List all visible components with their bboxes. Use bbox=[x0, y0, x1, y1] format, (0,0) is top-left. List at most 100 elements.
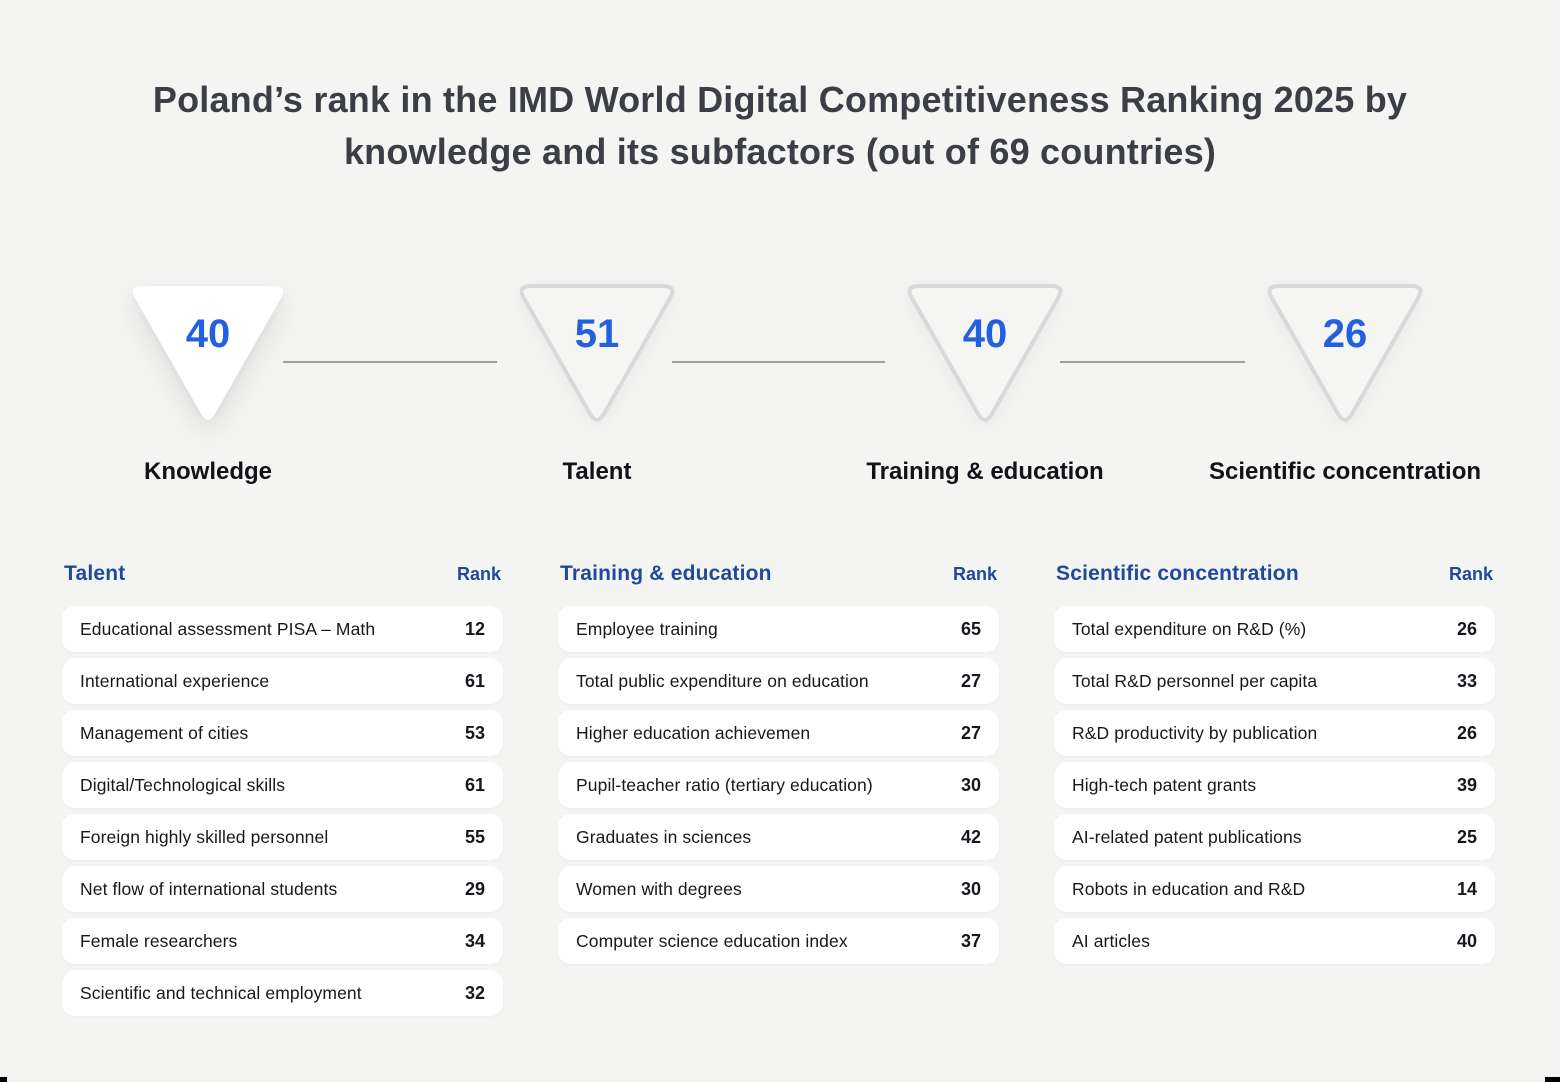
rank-column-header: Rank bbox=[952, 564, 997, 584]
table-row: Female researchers 34 bbox=[62, 918, 503, 964]
table-row: Graduates in sciences 42 bbox=[558, 814, 999, 860]
table-title: Scientific concentration bbox=[1056, 562, 1299, 585]
funnel-talent: 51 Talent bbox=[507, 268, 687, 498]
row-label: Female researchers bbox=[80, 930, 238, 951]
table-row: R&D productivity by publication 26 bbox=[1054, 710, 1495, 756]
row-rank-value: 27 bbox=[960, 670, 981, 691]
connector-line bbox=[672, 361, 885, 363]
row-label: High-tech patent grants bbox=[1072, 774, 1257, 795]
bottom-left-artifact bbox=[0, 1077, 7, 1082]
table-row: AI-related patent publications 25 bbox=[1054, 814, 1495, 860]
row-label: Digital/Technological skills bbox=[80, 774, 286, 795]
row-label: AI articles bbox=[1072, 930, 1150, 951]
funnel-triangle-icon bbox=[132, 286, 284, 420]
funnel-knowledge: 40 Knowledge bbox=[118, 268, 298, 498]
table-row: Total public expenditure on education 27 bbox=[558, 658, 999, 704]
table-training-education: Training & education Rank Employee trainin… bbox=[558, 562, 999, 970]
funnel-label: Training & education bbox=[866, 458, 1104, 485]
row-rank-value: 26 bbox=[1456, 722, 1477, 743]
row-rank-value: 32 bbox=[464, 982, 485, 1003]
row-rank-value: 29 bbox=[464, 878, 485, 899]
table-row: Robots in education and R&D 14 bbox=[1054, 866, 1495, 912]
row-label: Pupil-teacher ratio (tertiary education) bbox=[576, 774, 873, 795]
table-header: Scientific concentration Rank bbox=[1054, 562, 1495, 590]
funnel-label: Knowledge bbox=[143, 458, 273, 485]
row-rank-value: 12 bbox=[464, 618, 485, 639]
funnel-row: 40 Knowledge 51 Talent 40 Training & educatio… bbox=[0, 255, 1560, 495]
table-row: Employee training 65 bbox=[558, 606, 999, 652]
row-rank-value: 33 bbox=[1456, 670, 1477, 691]
table-row: Total expenditure on R&D (%) 26 bbox=[1054, 606, 1495, 652]
rank-column-header: Rank bbox=[1448, 564, 1493, 584]
row-label: AI-related patent publications bbox=[1072, 826, 1302, 847]
bottom-right-artifact bbox=[1545, 1077, 1560, 1082]
row-rank-value: 26 bbox=[1456, 618, 1477, 639]
table-row: Management of cities 53 bbox=[62, 710, 503, 756]
row-rank-value: 34 bbox=[464, 930, 485, 951]
row-label: Total expenditure on R&D (%) bbox=[1072, 618, 1307, 639]
funnel-triangle-icon bbox=[907, 284, 1063, 422]
table-row: International experience 61 bbox=[62, 658, 503, 704]
funnel-training-education: 40 Training & education bbox=[866, 268, 1104, 498]
table-row: Total R&D personnel per capita 33 bbox=[1054, 658, 1495, 704]
row-rank-value: 61 bbox=[464, 670, 485, 691]
funnel-scientific-concentration: 26 Scientific concentration bbox=[1209, 268, 1481, 498]
rank-column-header: Rank bbox=[456, 564, 501, 584]
table-row: Scientific and technical employment 32 bbox=[62, 970, 503, 1016]
row-label: Net flow of international students bbox=[80, 878, 338, 899]
row-rank-value: 55 bbox=[464, 826, 485, 847]
row-label: Robots in education and R&D bbox=[1072, 878, 1306, 899]
table-row: Computer science education index 37 bbox=[558, 918, 999, 964]
connector-line bbox=[283, 361, 497, 363]
table-row: Net flow of international students 29 bbox=[62, 866, 503, 912]
row-rank-value: 14 bbox=[1456, 878, 1477, 899]
row-label: Women with degrees bbox=[576, 878, 742, 899]
row-label: Scientific and technical employment bbox=[80, 982, 362, 1003]
funnel-rank: 40 bbox=[962, 312, 1008, 356]
row-rank-value: 40 bbox=[1456, 930, 1477, 951]
row-rank-value: 39 bbox=[1456, 774, 1477, 795]
funnel-triangle-icon bbox=[519, 284, 675, 422]
table-row: Educational assessment PISA – Math 12 bbox=[62, 606, 503, 652]
row-label: Employee training bbox=[576, 618, 718, 639]
row-label: R&D productivity by publication bbox=[1072, 722, 1318, 743]
table-header: Talent Rank bbox=[62, 562, 503, 590]
row-rank-value: 37 bbox=[960, 930, 981, 951]
table-row: Women with degrees 30 bbox=[558, 866, 999, 912]
row-label: Total public expenditure on education bbox=[576, 670, 869, 691]
row-rank-value: 27 bbox=[960, 722, 981, 743]
funnel-rank: 40 bbox=[185, 312, 231, 356]
row-rank-value: 30 bbox=[960, 774, 981, 795]
table-row: High-tech patent grants 39 bbox=[1054, 762, 1495, 808]
connector-line bbox=[1060, 361, 1245, 363]
tables-section: Talent Rank Educational assessment PISA – … bbox=[62, 562, 1498, 1022]
table-header: Training & education Rank bbox=[558, 562, 999, 590]
funnel-triangle-icon bbox=[1267, 284, 1423, 422]
row-label: Computer science education index bbox=[576, 930, 848, 951]
table-title: Talent bbox=[64, 562, 126, 585]
table-talent: Talent Rank Educational assessment PISA – … bbox=[62, 562, 503, 1022]
row-rank-value: 53 bbox=[464, 722, 485, 743]
row-rank-value: 30 bbox=[960, 878, 981, 899]
row-label: Total R&D personnel per capita bbox=[1072, 670, 1318, 691]
row-label: Graduates in sciences bbox=[576, 826, 752, 847]
page-title: Poland’s rank in the IMD World Digital C… bbox=[152, 79, 1408, 172]
row-rank-value: 25 bbox=[1456, 826, 1477, 847]
table-row: Pupil-teacher ratio (tertiary education)… bbox=[558, 762, 999, 808]
table-row: AI articles 40 bbox=[1054, 918, 1495, 964]
table-title: Training & education bbox=[560, 562, 772, 585]
funnel-label: Talent bbox=[562, 458, 632, 485]
row-label: Higher education achievemen bbox=[576, 722, 811, 743]
funnel-rank: 26 bbox=[1322, 312, 1368, 356]
table-scientific-concentration: Scientific concentration Rank Total expend… bbox=[1054, 562, 1495, 970]
row-rank-value: 61 bbox=[464, 774, 485, 795]
funnel-rank: 51 bbox=[574, 312, 620, 356]
table-row: Higher education achievemen 27 bbox=[558, 710, 999, 756]
row-label: Educational assessment PISA – Math bbox=[80, 618, 376, 639]
row-rank-value: 42 bbox=[960, 826, 981, 847]
row-label: International experience bbox=[80, 670, 270, 691]
funnel-label: Scientific concentration bbox=[1208, 458, 1482, 485]
row-rank-value: 65 bbox=[960, 618, 981, 639]
table-row: Digital/Technological skills 61 bbox=[62, 762, 503, 808]
row-label: Foreign highly skilled personnel bbox=[80, 826, 329, 847]
